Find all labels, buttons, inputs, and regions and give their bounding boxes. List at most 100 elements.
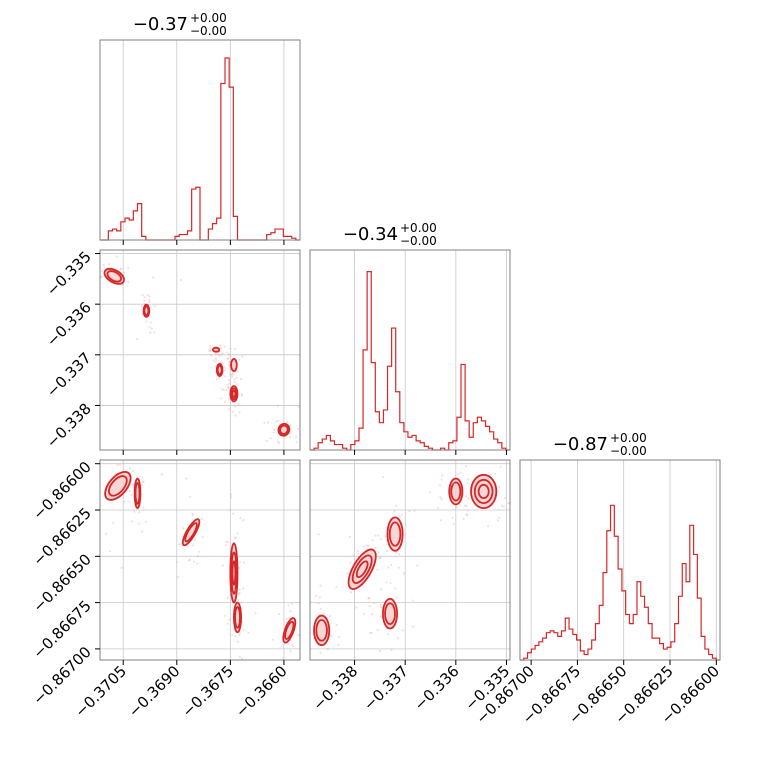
sample-point (234, 635, 237, 638)
y-tick-label: −0.336 (43, 298, 95, 350)
sample-point (291, 643, 294, 646)
sample-point (371, 539, 374, 542)
sample-point (105, 532, 108, 536)
density-contour (211, 346, 221, 353)
sample-point (335, 623, 338, 627)
panel-title-sup-0: +0.00 (190, 11, 227, 25)
density-contour (108, 475, 128, 497)
sample-point (153, 305, 156, 308)
sample-point (319, 607, 322, 610)
density-panel-0-1: −0.338−0.337−0.336−0.335 (43, 248, 301, 455)
sample-point (286, 420, 289, 423)
sample-point (209, 347, 212, 350)
sample-point (487, 525, 490, 528)
sample-point (355, 606, 358, 609)
panel-title-2: −0.87 (553, 434, 608, 455)
sample-point (510, 452, 512, 454)
sample-point (466, 478, 469, 481)
sample-point (326, 648, 329, 651)
sample-point (416, 564, 419, 567)
sample-point (346, 572, 349, 575)
sample-point (294, 435, 298, 438)
sample-point (377, 550, 380, 554)
sample-point (288, 432, 292, 435)
sample-point (466, 514, 469, 517)
sample-point (226, 596, 229, 600)
density-fill (105, 471, 131, 500)
sample-point (297, 405, 300, 408)
sample-point (455, 505, 459, 508)
sample-point (142, 506, 145, 509)
histogram-2 (520, 504, 720, 661)
sample-point (146, 293, 149, 296)
sample-point (238, 566, 241, 569)
histogram-0 (100, 57, 300, 241)
sample-point (436, 506, 440, 510)
density-content (299, 452, 512, 669)
sample-point (379, 538, 382, 541)
sample-point (234, 536, 237, 539)
sample-point (148, 298, 151, 302)
panel-frame (99, 459, 301, 661)
sample-point (100, 275, 103, 278)
sample-point (378, 556, 381, 560)
sample-point (241, 355, 244, 358)
sample-point (95, 292, 97, 294)
sample-point (397, 553, 401, 556)
sample-point (81, 292, 83, 294)
sample-point (231, 373, 234, 376)
sample-point (374, 546, 377, 549)
sample-point (408, 510, 411, 513)
sample-point (189, 495, 192, 498)
sample-point (239, 378, 243, 381)
sample-point (116, 463, 119, 466)
sample-point (292, 662, 294, 664)
sample-point (224, 544, 227, 547)
sample-point (227, 386, 230, 389)
sample-point (439, 484, 442, 487)
panel-frame (99, 249, 301, 451)
sample-point (389, 564, 393, 567)
density-contour (347, 548, 377, 590)
sample-point (224, 369, 227, 372)
sample-point (185, 477, 188, 480)
sample-point (401, 629, 404, 632)
sample-point (230, 591, 233, 594)
x-tick-label: −0.3675 (178, 662, 237, 721)
sample-point (234, 589, 237, 592)
sample-point (208, 349, 211, 352)
sample-point (452, 482, 455, 485)
sample-point (214, 357, 218, 360)
density-contour (450, 481, 462, 502)
density-contour (386, 516, 404, 552)
sample-point (128, 500, 131, 503)
sample-point (440, 498, 443, 501)
sample-point (462, 456, 464, 458)
sample-point (382, 476, 385, 479)
sample-point (221, 362, 224, 365)
sample-point (222, 388, 225, 391)
sample-point (96, 453, 98, 455)
sample-point (235, 376, 238, 379)
sample-point (239, 516, 242, 520)
sample-point (216, 353, 220, 356)
sample-point (367, 597, 370, 600)
sample-point (299, 667, 301, 669)
sample-point (137, 522, 140, 525)
density-contour (282, 617, 297, 644)
sample-point (500, 504, 504, 507)
sample-point (498, 486, 501, 489)
x-tick-label: −0.3660 (232, 662, 291, 721)
sample-point (139, 454, 141, 456)
sample-point (237, 402, 240, 405)
y-tick-label: −0.337 (43, 349, 95, 401)
sample-point (208, 349, 212, 352)
sample-point (179, 279, 183, 282)
sample-point (236, 370, 239, 373)
sample-point (307, 666, 309, 668)
sample-point (223, 345, 226, 348)
sample-point (236, 383, 240, 386)
sample-point (228, 382, 231, 385)
sample-point (114, 442, 116, 444)
sample-point (218, 354, 221, 357)
